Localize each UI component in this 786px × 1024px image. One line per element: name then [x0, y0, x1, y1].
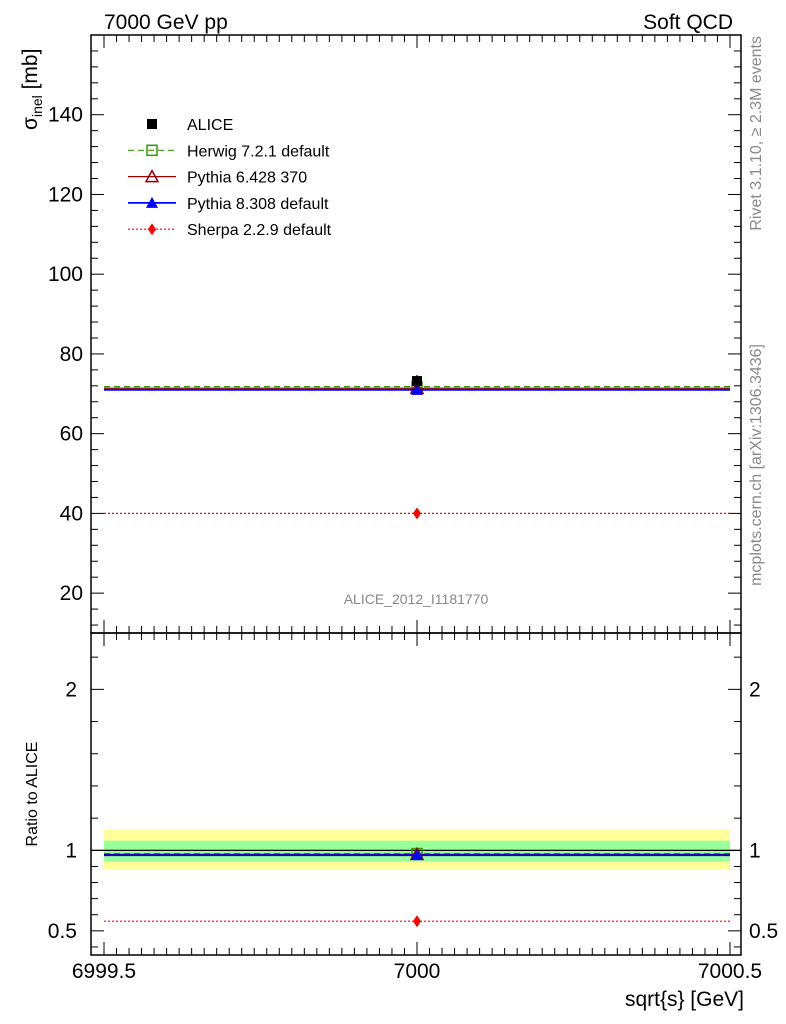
ratio-xtick-label: 7000 [394, 960, 441, 983]
ratio-ytick-label-right: 2 [749, 678, 761, 701]
alice-point [412, 376, 422, 387]
ratio-ytick-label: 0.5 [48, 920, 77, 943]
legend-marker-pythia8 [146, 196, 158, 208]
legend: ALICE Herwig 7.2.1 default Pythia 6.428 37… [128, 117, 332, 239]
analysis-id: ALICE_2012_I1181770 [344, 591, 489, 607]
sherpa-ratio-point [413, 915, 421, 928]
ratio-ytick-label-right: 0.5 [749, 920, 778, 943]
legend-marker-herwig [146, 144, 158, 157]
pythia8-point [411, 383, 423, 395]
pythia8-ratio-point [411, 849, 423, 861]
legend-label-pythia8: Pythia 8.308 default [187, 196, 329, 213]
main-ytick-label: 60 [60, 423, 83, 446]
main-ytick-label: 140 [48, 104, 83, 127]
ratio-xtick-label: 7000.5 [698, 960, 762, 983]
ratio-ytick-label: 2 [65, 678, 77, 701]
main-ytick-label: 120 [48, 183, 83, 206]
ratio-ylabel: Ratio to ALICE [24, 742, 41, 847]
legend-label-alice: ALICE [187, 117, 233, 134]
xlabel: sqrt{s} [GeV] [625, 988, 744, 1011]
main-ytick-label: 100 [48, 263, 83, 286]
main-ytick-label: 80 [60, 343, 83, 366]
ratio-plot: 6999.5 7000 7000.5 0.5 0.5 1 1 2 2 [48, 632, 778, 983]
ratio-xtick-label: 6999.5 [72, 960, 136, 983]
header-right: Soft QCD [643, 11, 733, 34]
mcplots-label: mcplots.cern.ch [arXiv:1306.3436] [748, 344, 765, 586]
legend-label-pythia6: Pythia 6.428 370 [187, 170, 307, 187]
ratio-frame [90, 632, 742, 956]
header-left: 7000 GeV pp [104, 11, 228, 34]
rivet-label: Rivet 3.1.10, ≥ 2.3M events [748, 36, 765, 231]
main-ytick-label: 40 [60, 502, 83, 525]
legend-marker-sherpa [148, 223, 156, 236]
legend-label-sherpa: Sherpa 2.2.9 default [187, 222, 332, 239]
sherpa-point [413, 507, 421, 520]
main-ylabel: σinel [mb] [19, 49, 45, 130]
legend-label-herwig: Herwig 7.2.1 default [187, 143, 330, 160]
legend-marker-alice [147, 119, 157, 129]
main-ytick-label: 20 [60, 582, 83, 605]
ratio-ytick-label-right: 1 [749, 839, 761, 862]
ratio-ytick-label: 1 [65, 839, 77, 862]
legend-marker-pythia6 [144, 169, 160, 183]
